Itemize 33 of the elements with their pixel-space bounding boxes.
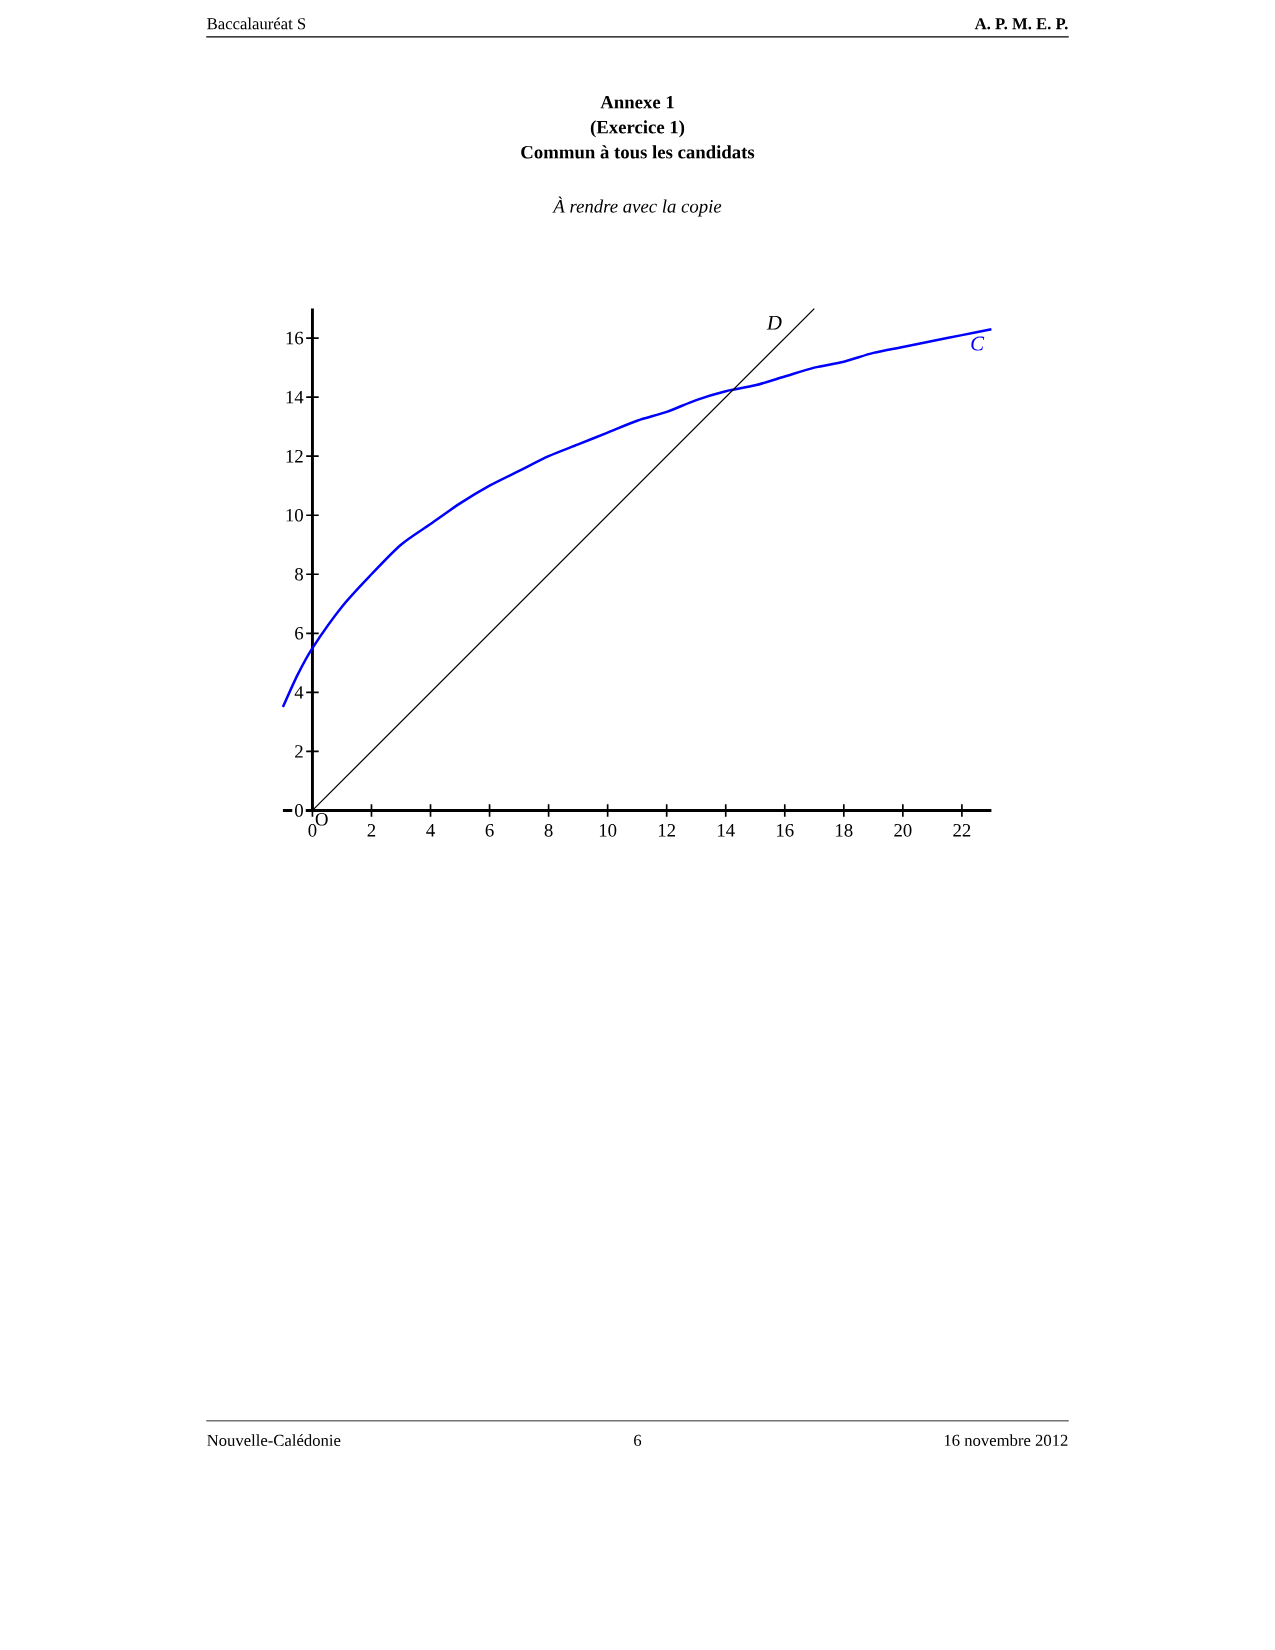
y-tick-label: 6 — [295, 627, 304, 640]
text: 6 — [634, 1434, 642, 1447]
text: Baccalauréat S — [207, 17, 306, 30]
x-tick-label: 2 — [367, 824, 376, 837]
text: A. P. M. E. P. — [974, 18, 1068, 30]
text: À rendre avec la copie — [552, 196, 722, 217]
x-tick-label: 22 — [953, 824, 971, 837]
text: Commun à tous les candidats — [521, 145, 755, 159]
y-tick-label: 0 — [295, 804, 303, 817]
text: 16 novembre 2012 — [944, 1434, 1068, 1447]
series-label: C — [971, 336, 985, 351]
x-tick-label: 20 — [894, 824, 912, 837]
x-tick-label: 4 — [426, 824, 435, 837]
y-tick-label: 4 — [294, 686, 304, 699]
x-tick-label: 8 — [544, 824, 553, 837]
y-tick-label: 2 — [295, 745, 303, 758]
y-tick-label: 16 — [286, 331, 304, 345]
y-tick-label: 10 — [286, 508, 303, 522]
annotation: O — [315, 812, 328, 826]
y-tick-label: 8 — [295, 567, 303, 581]
chart-subtitle: (Exercice 1) — [590, 120, 685, 138]
x-tick-label: 18 — [836, 824, 853, 837]
y-tick-label: 14 — [286, 390, 304, 404]
x-tick-label: 10 — [599, 824, 617, 837]
x-tick-label: 14 — [717, 824, 735, 837]
x-tick-label: 12 — [658, 824, 676, 837]
x-tick-label: 6 — [485, 824, 494, 837]
y-tick-label: 12 — [286, 449, 303, 463]
x-tick-label: 16 — [777, 824, 794, 837]
series-label: D — [766, 315, 782, 330]
chart-title: Annexe 1 — [600, 95, 674, 109]
text: Nouvelle-Calédonie — [207, 1434, 341, 1447]
x-tick-label: 0 — [308, 824, 317, 837]
